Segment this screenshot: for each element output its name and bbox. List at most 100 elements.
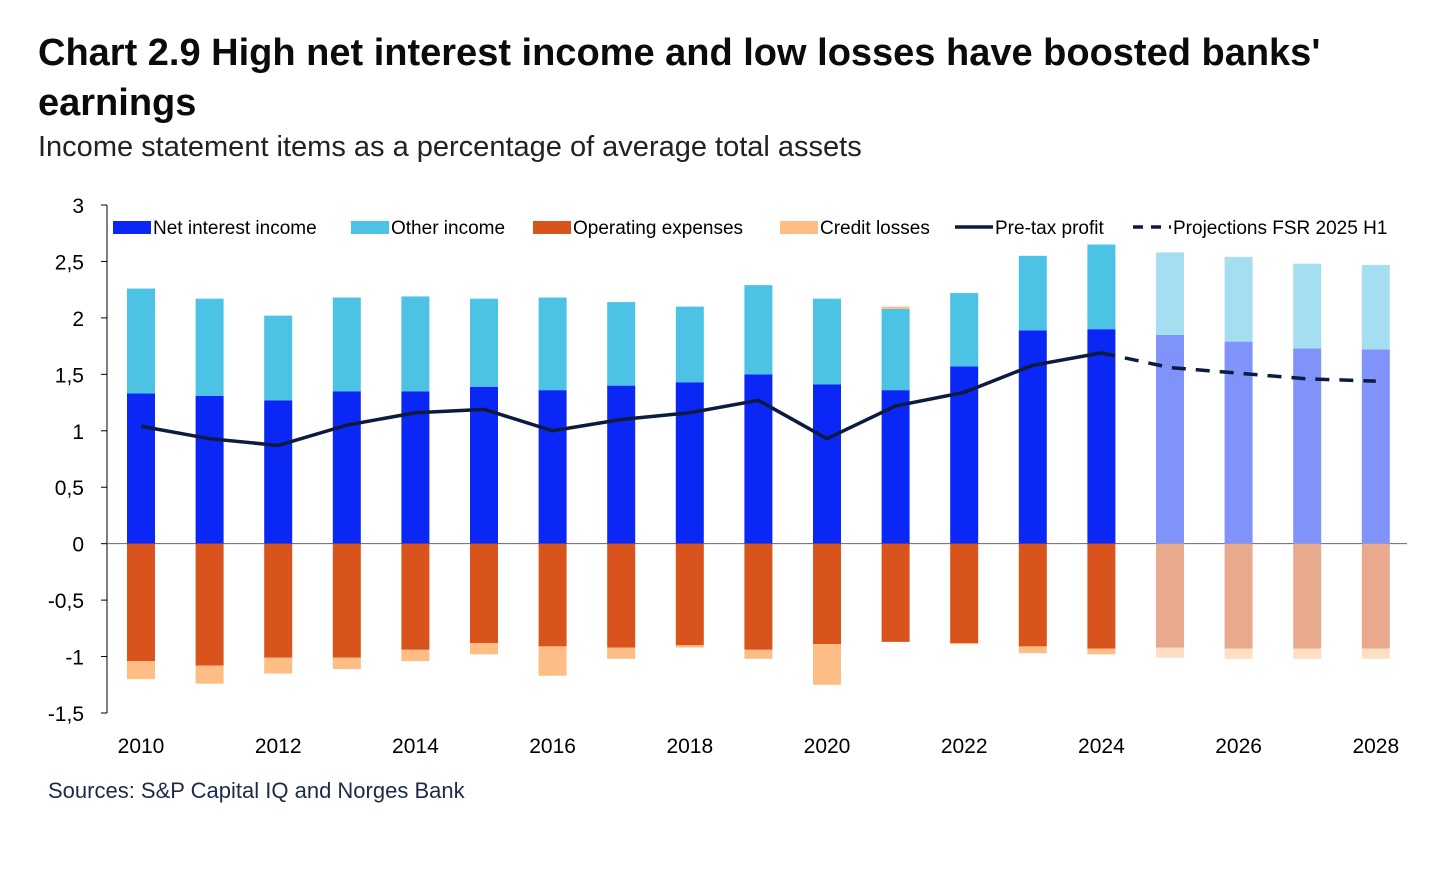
legend: Net interest income Other income Operating… (113, 218, 1387, 239)
legend-swatch (533, 221, 571, 234)
x-tick-label: 2024 (1078, 735, 1125, 758)
bar-net-interest-income-2021 (881, 390, 910, 544)
bar-net-interest-income-2020 (813, 384, 841, 544)
bar-operating-expenses-2012 (264, 543, 293, 658)
chart-title: Chart 2.9 High net interest income and l… (38, 32, 1321, 124)
line-pre-tax-profit (140, 351, 1102, 448)
bar-other-income-2022 (950, 293, 979, 367)
bars-layer (127, 244, 1390, 685)
bar-credit-losses-2028 (1361, 648, 1390, 659)
bar-operating-expenses-2023 (1018, 543, 1047, 647)
bar-credit-losses-2023 (1018, 646, 1047, 654)
bar-other-income-2017 (607, 302, 636, 386)
legend-label: Pre-tax profit (995, 218, 1104, 239)
bar-other-income-2020 (813, 298, 841, 385)
bar-credit-losses-2025 (1156, 647, 1184, 658)
bar-other-income-2023 (1018, 255, 1047, 331)
bar-credit-losses-2012 (264, 657, 293, 674)
bar-operating-expenses-2015 (470, 543, 498, 644)
legend-label: Credit losses (820, 218, 930, 239)
bar-credit-losses-2017 (607, 647, 636, 659)
bar-operating-expenses-2016 (538, 543, 567, 647)
bar-credit-losses-2019 (744, 649, 773, 659)
y-tick-label: -1,5 (48, 703, 84, 726)
bar-credit-losses-2010 (127, 661, 155, 680)
bar-other-income-2010 (127, 288, 155, 394)
y-tick-label: 0 (72, 534, 84, 557)
bar-net-interest-income-2018 (675, 382, 704, 544)
bar-operating-expenses-2024 (1087, 543, 1116, 649)
bar-operating-expenses-2026 (1224, 543, 1253, 649)
x-tick-label: 2022 (941, 735, 988, 758)
bar-other-income-2012 (264, 315, 293, 401)
bar-net-interest-income-2027 (1293, 348, 1322, 544)
bar-operating-expenses-2014 (401, 543, 430, 650)
bar-other-income-2027 (1293, 263, 1322, 349)
bar-operating-expenses-2021 (881, 543, 910, 642)
y-tick-label: 0,5 (55, 477, 84, 500)
x-tick-label: 2028 (1352, 735, 1399, 758)
lines-layer (140, 351, 1376, 448)
y-tick-label: -1 (65, 647, 84, 670)
x-tick-label: 2016 (529, 735, 576, 758)
bar-other-income-2016 (538, 297, 567, 391)
bar-other-income-2024 (1087, 244, 1116, 330)
legend-label: Other income (391, 218, 505, 239)
bar-credit-losses-2018 (675, 645, 704, 648)
bar-operating-expenses-2028 (1361, 543, 1390, 649)
x-tick-label: 2014 (392, 735, 439, 758)
chart-subtitle: Income statement items as a percentage o… (38, 131, 862, 163)
bar-other-income-2013 (332, 297, 361, 392)
bar-credit-losses-2013 (332, 657, 361, 669)
bar-net-interest-income-2012 (264, 400, 293, 544)
bar-net-interest-income-2017 (607, 385, 636, 544)
bar-credit-losses-2021 (881, 306, 910, 309)
y-tick-label: 2,5 (55, 251, 84, 274)
x-tick-label: 2010 (118, 735, 165, 758)
legend-label: Operating expenses (573, 218, 743, 239)
x-tick-label: 2012 (255, 735, 302, 758)
bar-operating-expenses-2022 (950, 543, 979, 644)
bar-other-income-2025 (1156, 252, 1184, 335)
legend-swatch (351, 221, 389, 234)
y-tick-label: -0,5 (48, 590, 84, 613)
bar-other-income-2028 (1361, 264, 1390, 350)
legend-swatch (780, 221, 818, 234)
y-tick-label: 1 (72, 421, 84, 444)
bar-operating-expenses-2017 (607, 543, 636, 648)
axis-layer: 3 2,5 2 1,5 1 0,5 0 -0,5 -1 -1,5 2010 2012 2014 2016 2… (48, 195, 1407, 758)
bar-net-interest-income-2013 (332, 391, 361, 544)
bar-credit-losses-2020 (813, 644, 841, 685)
bar-credit-losses-2026 (1224, 648, 1253, 659)
bar-other-income-2011 (195, 298, 224, 396)
bar-operating-expenses-2010 (127, 543, 155, 662)
bar-other-income-2014 (401, 296, 430, 392)
bar-other-income-2018 (675, 306, 704, 383)
legend-swatch (113, 221, 151, 234)
bar-other-income-2026 (1224, 256, 1253, 342)
bar-net-interest-income-2028 (1361, 349, 1390, 544)
legend-label: Projections FSR 2025 H1 (1173, 218, 1387, 239)
bar-other-income-2021 (881, 308, 910, 391)
bar-net-interest-income-2014 (401, 391, 430, 544)
bar-operating-expenses-2018 (675, 543, 704, 646)
bar-credit-losses-2016 (538, 646, 567, 676)
bar-credit-losses-2022 (950, 643, 979, 645)
x-tick-label: 2026 (1215, 735, 1262, 758)
y-tick-label: 2 (72, 308, 84, 331)
bar-operating-expenses-2013 (332, 543, 361, 658)
bar-operating-expenses-2025 (1156, 543, 1184, 648)
bar-other-income-2015 (470, 298, 498, 387)
y-tick-label: 1,5 (55, 364, 84, 387)
bar-net-interest-income-2016 (538, 390, 567, 544)
bar-operating-expenses-2019 (744, 543, 773, 650)
x-tick-label: 2018 (666, 735, 713, 758)
bar-net-interest-income-2024 (1087, 329, 1116, 544)
bar-operating-expenses-2011 (195, 543, 224, 666)
bar-credit-losses-2011 (195, 665, 224, 684)
bar-credit-losses-2015 (470, 643, 498, 655)
y-tick-label: 3 (72, 195, 84, 218)
x-tick-label: 2020 (804, 735, 851, 758)
source-note: Sources: S&P Capital IQ and Norges Bank (48, 778, 465, 803)
